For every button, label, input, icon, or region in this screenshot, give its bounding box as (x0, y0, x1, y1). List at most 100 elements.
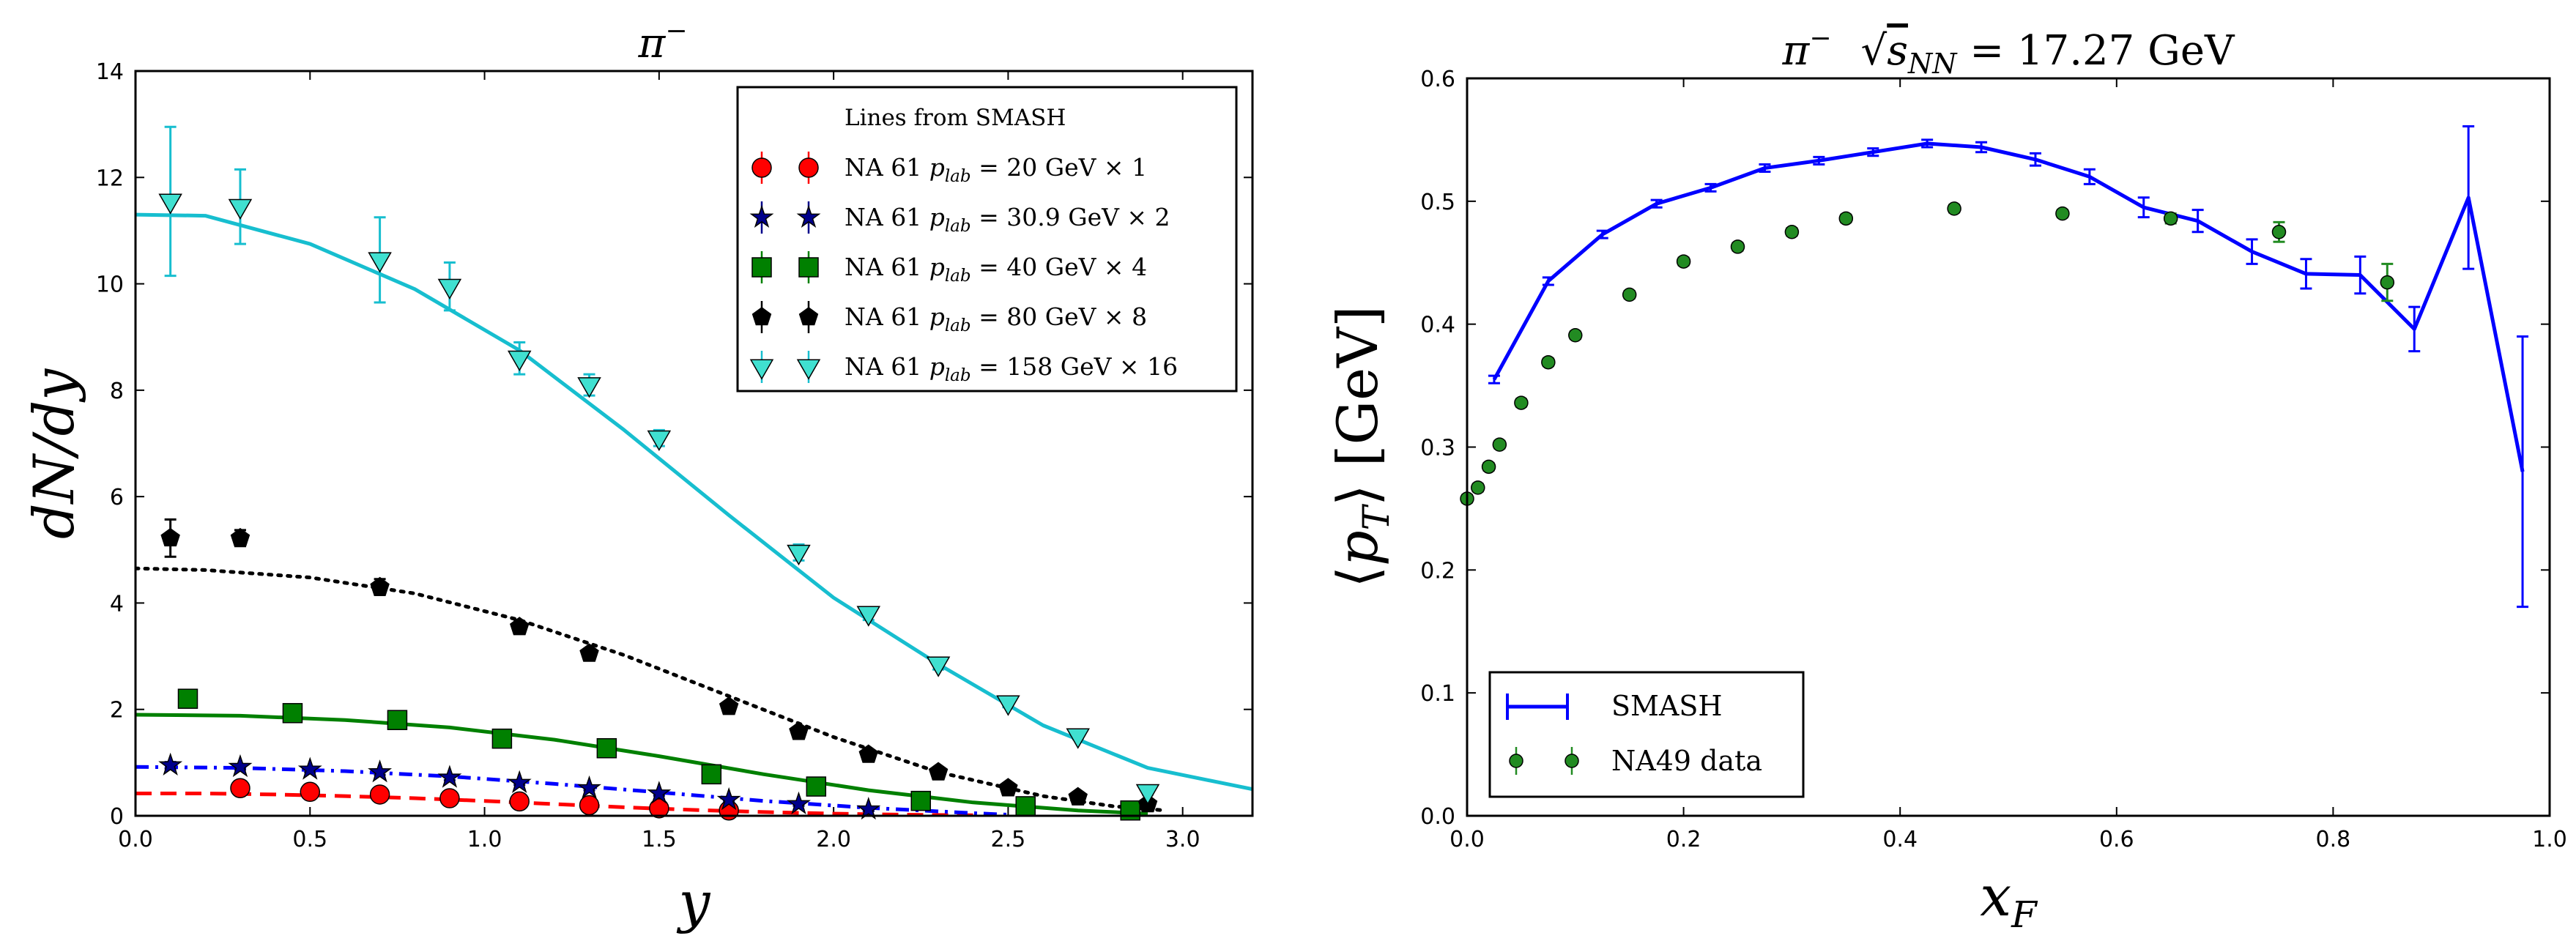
data-point-30gev (297, 756, 322, 780)
y-tick-label: 4 (110, 591, 124, 617)
y-tick-label: 8 (110, 379, 124, 404)
legend-marker-30gev (749, 204, 774, 228)
data-point-158gev (158, 193, 182, 215)
data-point-na49 (1492, 437, 1507, 452)
data-point-158gev (647, 430, 672, 451)
data-point-20gev (649, 798, 669, 819)
data-point-80gev (230, 527, 250, 547)
x-axis-label-right: xF (1980, 863, 2038, 936)
data-point-na49 (1676, 254, 1691, 269)
data-point-40gev (387, 710, 408, 730)
data-point-40gev (1120, 800, 1140, 821)
legend-marker-40gev (798, 257, 819, 278)
legend-marker-40gev (751, 257, 772, 278)
data-point-na49 (1541, 354, 1556, 370)
x-axis-label-left: y (677, 869, 711, 934)
chart-title-right: π− √sNN = 17.27 GeV (1782, 23, 2235, 80)
x-tick-label: 0.4 (1882, 827, 1918, 852)
legend-frame-right (1488, 671, 1805, 798)
y-axis-label-left: dN/dy (21, 368, 86, 539)
data-point-30gev (368, 759, 393, 783)
data-point-na49 (1481, 459, 1496, 475)
data-point-80gev (509, 617, 530, 636)
plot-frame-left (134, 70, 1254, 817)
y-tick-label: 6 (110, 485, 124, 510)
legend-left: Lines from SMASH NA 61 plab = 20 GeV × 1… (736, 86, 1238, 393)
data-point-40gev (491, 728, 513, 749)
data-point-30gev (507, 770, 532, 793)
line-smash (1492, 141, 2525, 472)
x-tick-label: 2.0 (816, 827, 851, 852)
x-tick-label: 0.5 (292, 827, 327, 852)
x-tick-label: 1.5 (642, 827, 677, 852)
data-point-na49 (1784, 225, 1800, 239)
legend-marker-20gev (798, 157, 819, 178)
x-tick-label: 3.0 (1165, 827, 1200, 852)
y-tick-label: 0.4 (1420, 313, 1455, 338)
x-tick-label: 0.2 (1666, 827, 1701, 852)
data-point-80gev (1068, 786, 1088, 806)
data-point-20gev (579, 795, 600, 816)
data-point-158gev (787, 544, 811, 566)
data-point-na49 (1471, 480, 1485, 495)
model-line-30gev (136, 765, 1009, 816)
legend-marker-20gev (751, 157, 772, 178)
y-tick-label: 0.2 (1420, 558, 1455, 584)
y-tick-label: 2 (110, 698, 124, 724)
data-point-na49 (1730, 239, 1745, 254)
data-point-158gev (577, 377, 601, 398)
data-point-30gev (577, 775, 601, 799)
y-tick-label: 0.0 (1420, 804, 1455, 830)
data-point-40gev (701, 764, 722, 785)
data-point-40gev (1015, 796, 1036, 817)
chart-title-left: π− (638, 16, 688, 67)
data-point-40gev (910, 790, 932, 811)
data-point-158gev (1066, 728, 1090, 749)
x-tick-label: 1.0 (2532, 827, 2567, 852)
legend-frame-left (736, 86, 1238, 393)
data-point-20gev (300, 781, 321, 803)
data-point-158gev (926, 656, 951, 677)
legend-label-20gev: NA 61 plab = 20 GeV × 1 (845, 153, 1147, 186)
data-point-na49 (2163, 211, 2178, 226)
data-point-80gev (719, 696, 739, 715)
legend-label-30gev: NA 61 plab = 30.9 GeV × 2 (845, 203, 1170, 236)
y-axis-label-right: ⟨pT⟩ [GeV] (1325, 305, 1398, 587)
legend-label-40gev: NA 61 plab = 40 GeV × 4 (845, 253, 1147, 286)
data-point-na49 (2271, 225, 2287, 239)
data-point-158gev (1135, 784, 1160, 806)
data-point-80gev (928, 762, 949, 781)
data-point-30gev (787, 791, 811, 815)
legend-right: SMASH NA49 data (1488, 671, 1805, 798)
data-point-40gev (282, 703, 303, 724)
data-point-80gev (579, 643, 599, 662)
data-point-20gev (439, 788, 460, 808)
model-line-80gev (136, 566, 1168, 813)
legend-label-na49: NA49 data (1611, 745, 1762, 777)
y-tick-label: 0.3 (1420, 436, 1455, 461)
data-point-40gev (806, 776, 827, 797)
data-point-158gev (368, 252, 392, 273)
legend-label-158gev: NA 61 plab = 158 GeV × 16 (845, 352, 1178, 385)
chart-mean-pt: 0.0 0.2 0.4 0.6 0.8 1.00.00.10.20.30.40.50.6 … (1325, 23, 2567, 936)
legend-marker-na49 (1564, 754, 1579, 768)
data-point-30gev (856, 796, 881, 820)
x-tick-label: 1.0 (467, 827, 502, 852)
chart-dndy: 0.0 0.5 1.0 1.5 2.0 2.5 3.0 0 2 4 6 8 10 12 14 π− y dN… (21, 16, 1254, 934)
data-point-30gev (228, 754, 253, 778)
model-line-20gev (136, 792, 973, 816)
legend-label-smash: SMASH (1611, 690, 1723, 722)
y-tick-label: 0.5 (1420, 190, 1455, 215)
legend-marker-80gev (798, 307, 819, 326)
data-point-80gev (160, 527, 180, 547)
legend-marker-na49 (1509, 754, 1523, 768)
data-point-30gev (158, 752, 183, 776)
y-tick-label: 0 (110, 804, 124, 830)
data-point-158gev (228, 198, 253, 220)
data-point-80gev (789, 721, 809, 740)
data-point-158gev (996, 695, 1020, 716)
data-point-80gev (370, 576, 390, 595)
data-point-30gev (716, 786, 741, 811)
